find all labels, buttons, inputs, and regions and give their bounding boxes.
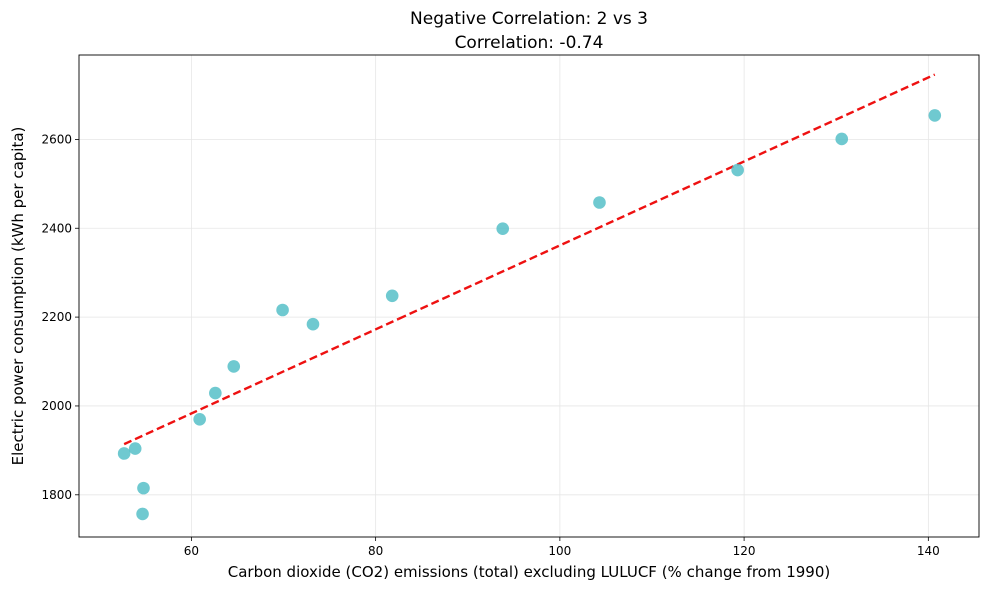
data-point <box>496 222 510 235</box>
x-tick-label: 120 <box>733 544 756 558</box>
x-tick-label: 60 <box>184 544 199 558</box>
data-point <box>835 132 849 146</box>
y-axis-label: Electric power consumption (kWh per capi… <box>9 127 27 466</box>
data-point <box>593 196 606 209</box>
points-layer <box>117 109 942 521</box>
data-point <box>193 412 206 426</box>
data-point <box>137 481 150 495</box>
x-tick-label: 140 <box>917 544 940 558</box>
data-point <box>928 109 942 122</box>
x-axis-label: Carbon dioxide (CO2) emissions (total) e… <box>228 563 831 581</box>
chart-title-line2: Correlation: -0.74 <box>455 33 604 53</box>
data-point <box>136 507 149 521</box>
grid-layer <box>79 55 979 537</box>
plot-frame <box>78 54 980 538</box>
data-point <box>227 360 241 373</box>
data-point <box>276 303 289 317</box>
x-axis-ticks: 60 80 100 120 140 <box>184 537 940 558</box>
y-tick-label: 2000 <box>41 399 72 413</box>
trend-line-segment <box>398 73 936 320</box>
data-point <box>731 163 744 177</box>
data-point <box>385 289 399 303</box>
data-point <box>128 442 142 455</box>
x-tick-label: 80 <box>368 544 383 558</box>
data-point <box>117 447 131 460</box>
y-tick-label: 1800 <box>41 488 72 502</box>
y-tick-label: 2600 <box>41 132 72 146</box>
y-tick-label: 2200 <box>41 310 72 324</box>
y-tick-label: 2400 <box>41 221 72 235</box>
data-point <box>306 317 320 331</box>
data-point <box>209 386 222 400</box>
trend-line <box>123 73 936 446</box>
trend-line-segment <box>123 317 400 446</box>
y-axis-ticks: 1800 2000 2200 2400 2600 <box>41 132 79 502</box>
x-tick-label: 100 <box>548 544 571 558</box>
chart-title-line1: Negative Correlation: 2 vs 3 <box>410 9 648 29</box>
